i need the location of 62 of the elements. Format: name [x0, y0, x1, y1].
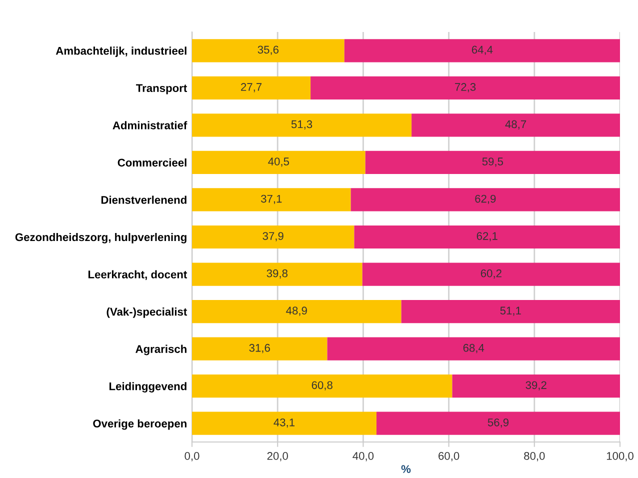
x-tick-label: 60,0	[438, 452, 460, 462]
data-label: 39,8	[266, 269, 288, 279]
data-label: 48,9	[286, 306, 307, 316]
bar	[327, 337, 620, 360]
y-tick-label: Overige beroepen	[93, 419, 186, 430]
data-label: 48,7	[505, 120, 526, 130]
bar	[362, 262, 620, 286]
y-tick-label: Transport	[136, 84, 188, 94]
bar	[452, 374, 620, 398]
y-tick-label: Leidinggevend	[109, 382, 186, 392]
data-label: 51,1	[500, 306, 521, 316]
bar	[192, 374, 452, 398]
bar	[354, 225, 620, 249]
bar	[192, 412, 376, 435]
x-tick-label: 0,0	[184, 452, 200, 462]
data-label: 27,7	[241, 83, 262, 92]
bar	[310, 76, 620, 100]
bar	[192, 39, 344, 62]
data-label: 51,3	[291, 120, 312, 130]
x-axis-title: %	[401, 465, 411, 473]
y-tick-label: Gezondheidszorg, hulpverlening	[15, 232, 186, 244]
data-label: 59,5	[482, 158, 504, 167]
bar	[376, 412, 620, 435]
data-label: 60,8	[312, 381, 332, 390]
bar	[192, 76, 311, 100]
x-tick-label: 100,0	[606, 452, 634, 462]
y-tick-label: Agrarisch	[136, 344, 186, 356]
data-label: 72,3	[455, 83, 476, 92]
data-label: 68,4	[463, 344, 484, 354]
bar	[412, 114, 620, 137]
bar	[350, 188, 620, 212]
y-tick-label: Ambachtelijk, industrieel	[56, 46, 186, 57]
y-tick-label: Commercieel	[118, 158, 186, 167]
data-label: 39,2	[526, 381, 546, 390]
data-label: 64,4	[472, 46, 493, 55]
bar	[192, 337, 328, 360]
data-label: 37,1	[261, 194, 282, 204]
data-label: 43,1	[274, 418, 295, 428]
y-tick-label: Dienstverlenend	[101, 196, 186, 204]
x-tick-label: 40,0	[352, 452, 374, 462]
data-label: 37,9	[262, 232, 284, 242]
x-tick-label: 80,0	[524, 452, 545, 462]
bar	[365, 150, 620, 174]
data-label: 31,6	[249, 344, 270, 354]
bar	[192, 300, 402, 324]
bar	[192, 225, 354, 249]
y-tick-label: Administratief	[112, 121, 188, 130]
bar	[344, 39, 620, 62]
bar	[192, 262, 362, 286]
y-tick-label: Leerkracht, docent	[88, 270, 188, 280]
bar	[192, 188, 351, 212]
data-label: 56,9	[488, 418, 509, 428]
data-label: 62,1	[476, 232, 498, 242]
data-label: 40,5	[268, 158, 290, 167]
data-label: 60,2	[480, 269, 502, 279]
bar	[192, 150, 366, 174]
y-tick-label: (Vak-)specialist	[106, 308, 188, 318]
bar	[192, 114, 412, 137]
data-label: 35,6	[258, 46, 279, 55]
x-tick-label: 20,0	[267, 452, 288, 462]
bar	[401, 300, 620, 324]
data-label: 62,9	[475, 194, 496, 204]
